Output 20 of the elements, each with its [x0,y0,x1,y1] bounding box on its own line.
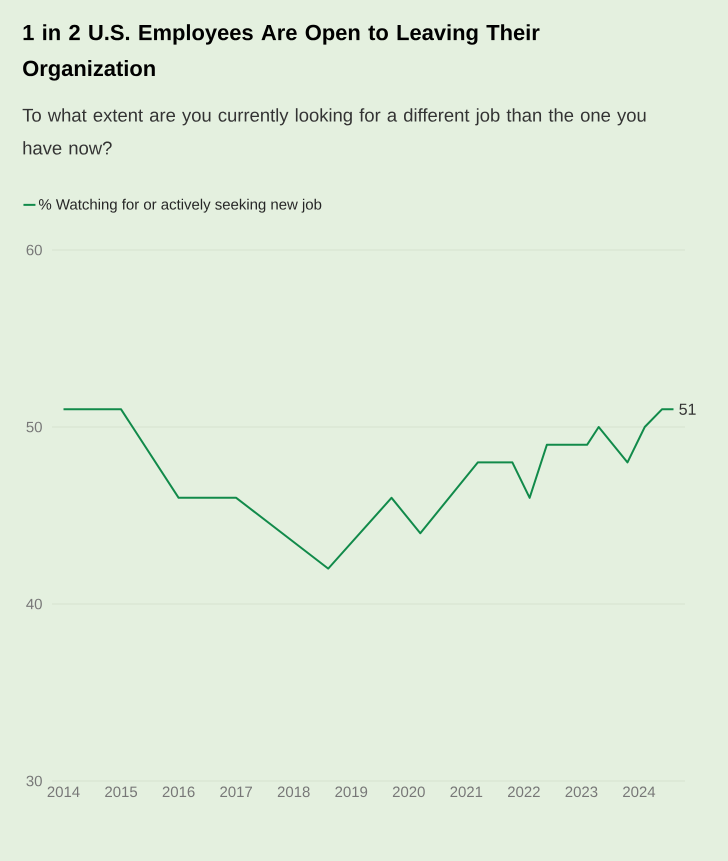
chart-subtitle: To what extent are you currently looking for a different job than the one you have now? [22,108,646,155]
x-tick-label: 2018 [278,786,310,798]
x-tick-label: 2015 [105,786,138,798]
x-tick-label: 2016 [162,786,195,798]
chart-title: 1 in 2 U.S. Employees Are Open to Leaving Their Organization [23,24,540,81]
x-tick-label: 2014 [48,786,80,798]
legend-label: % Watching for or actively seeking new job [38,198,322,213]
x-tick-label: 2021 [450,786,482,798]
x-tick-label: 2023 [566,786,598,798]
line-series [62,408,674,570]
y-tick-label: 50 [26,422,42,432]
x-tick-label: 2019 [335,786,368,798]
x-tick-label: 2017 [220,786,252,798]
x-tick-label: 2022 [508,786,540,798]
y-tick-label: 30 [26,776,42,786]
y-tick-label: 60 [26,244,42,256]
x-tick-label: 2020 [392,786,425,798]
y-tick-label: 40 [26,598,42,610]
x-tick-label: 2024 [623,786,656,798]
data-label: 51 [679,404,696,415]
